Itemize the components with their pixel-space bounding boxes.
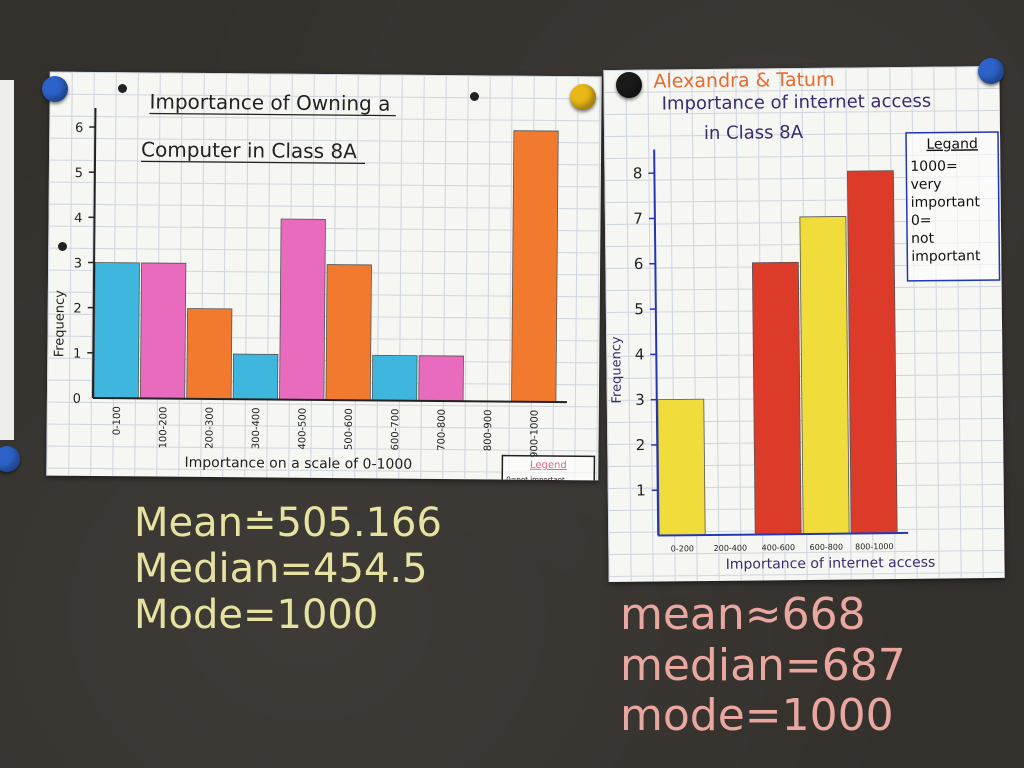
punch-hole — [470, 92, 479, 101]
y-tick-label: 1 — [73, 347, 81, 362]
punch-hole — [118, 84, 127, 93]
punch-hole — [58, 242, 67, 251]
bar-500-600 — [325, 264, 372, 401]
bar-300-400 — [232, 353, 279, 401]
legend-line: 1000= — [910, 158, 958, 174]
legend-line: 0= — [911, 213, 932, 229]
y-axis — [91, 107, 97, 398]
bar-0-200 — [657, 398, 706, 536]
x-tick-label: 400-500 — [297, 408, 308, 450]
y-tick-label: 2 — [636, 436, 646, 454]
histogram-internet-importance: Importance of internet access in Class 8A… — [609, 69, 1001, 573]
x-tick-label: 200-300 — [204, 407, 215, 449]
chalk-mode: Mode=1000 — [134, 592, 379, 638]
chalk-stats-internet: mean≈668 median=687 mode=1000 — [620, 589, 906, 742]
x-tick-label: 0-100 — [112, 406, 123, 435]
x-tick-label: 800-900 — [483, 409, 494, 451]
poster-author: Alexandra & Tatum — [653, 69, 834, 93]
x-tick-label: 100-200 — [158, 407, 169, 449]
bar-700-800 — [418, 355, 464, 402]
x-tick-label: 600-800 — [810, 543, 844, 552]
x-tick-label: 700-800 — [436, 409, 447, 451]
bar-400-600 — [751, 261, 802, 535]
bar-400-500 — [279, 218, 326, 401]
poster-computer-importance: Importance of Owning a Computer in Class … — [46, 71, 602, 481]
y-tick-label: 3 — [74, 256, 82, 271]
legend-box — [905, 131, 1001, 282]
poster-internet-importance: Importance of internet access in Class 8A… — [603, 65, 1005, 583]
bar-600-700 — [371, 354, 418, 402]
bar-800-1000 — [846, 170, 898, 534]
y-tick-label: 4 — [74, 211, 82, 226]
chalk-stats-computer: Mean≐505.166 Median=454.5 Mode=1000 — [134, 500, 442, 638]
paper-scrap — [0, 80, 14, 440]
y-tick-label: 5 — [75, 166, 83, 181]
y-tick-label: 6 — [634, 255, 644, 273]
bar-900-1000 — [511, 130, 559, 403]
x-tick-label: 400-600 — [762, 543, 796, 552]
histogram-computer-importance: Importance of Owning a Computer in Class … — [52, 89, 596, 481]
x-axis — [92, 396, 567, 404]
blue-pin-icon — [0, 446, 20, 472]
black-pin-icon — [616, 72, 642, 98]
y-tick-label: 6 — [75, 121, 83, 136]
y-axis — [653, 149, 660, 536]
legend-title: Legand — [926, 136, 978, 153]
y-tick-label: 0 — [73, 392, 81, 407]
chalk-mean: mean≈668 — [620, 589, 866, 640]
legend-box — [501, 454, 596, 481]
x-axis-label: Importance on a scale of 0-1000 — [184, 455, 412, 473]
bar-100-200 — [139, 262, 187, 400]
bar-200-300 — [186, 308, 233, 400]
x-axis — [658, 531, 909, 537]
yellow-pin-icon — [570, 84, 596, 110]
chart-title-line: Importance of Owning a — [149, 89, 390, 115]
legend-line: very — [910, 177, 941, 193]
y-tick-label: 5 — [634, 300, 644, 318]
legend-line: important — [911, 194, 981, 211]
title-underline — [149, 112, 396, 117]
chart-title-line: Importance of internet access — [662, 91, 932, 115]
x-tick-label: 500-600 — [344, 408, 355, 450]
y-tick-label: 8 — [633, 164, 643, 182]
title-underline — [140, 160, 365, 164]
y-axis-label: Frequency — [52, 290, 68, 358]
chalk-median: Median=454.5 — [134, 546, 428, 592]
x-tick-label: 900-1000 — [529, 410, 540, 458]
legend-line: important — [911, 248, 981, 265]
y-tick-label: 4 — [635, 345, 645, 363]
legend-title: Legend — [530, 460, 567, 471]
chalk-mode: mode=1000 — [620, 690, 894, 742]
x-tick-label: 600-700 — [390, 409, 401, 451]
x-tick-label: 0-200 — [671, 544, 694, 553]
y-tick-label: 2 — [73, 301, 81, 316]
x-tick-label: 800-1000 — [855, 542, 894, 551]
y-tick-label: 3 — [635, 391, 645, 409]
blue-pin-icon — [978, 58, 1004, 84]
blue-pin-icon — [42, 76, 68, 102]
x-tick-label: 300-400 — [251, 407, 262, 449]
y-tick-label: 7 — [633, 210, 643, 228]
chart-title-line: Computer in Class 8A — [141, 137, 357, 163]
bar-600-800 — [799, 216, 850, 535]
y-axis-label: Frequency — [609, 336, 625, 404]
y-tick-label: 1 — [636, 481, 646, 499]
bar-0-100 — [93, 262, 140, 399]
x-tick-label: 200-400 — [714, 544, 748, 553]
legend-line: not — [911, 231, 935, 247]
chart-title-line: in Class 8A — [704, 122, 804, 144]
chalk-mean: Mean≐505.166 — [134, 500, 442, 546]
x-axis-label: Importance of internet access — [726, 555, 936, 573]
legend-line: 0=not important — [506, 476, 565, 481]
chalk-median: median=687 — [620, 639, 906, 691]
